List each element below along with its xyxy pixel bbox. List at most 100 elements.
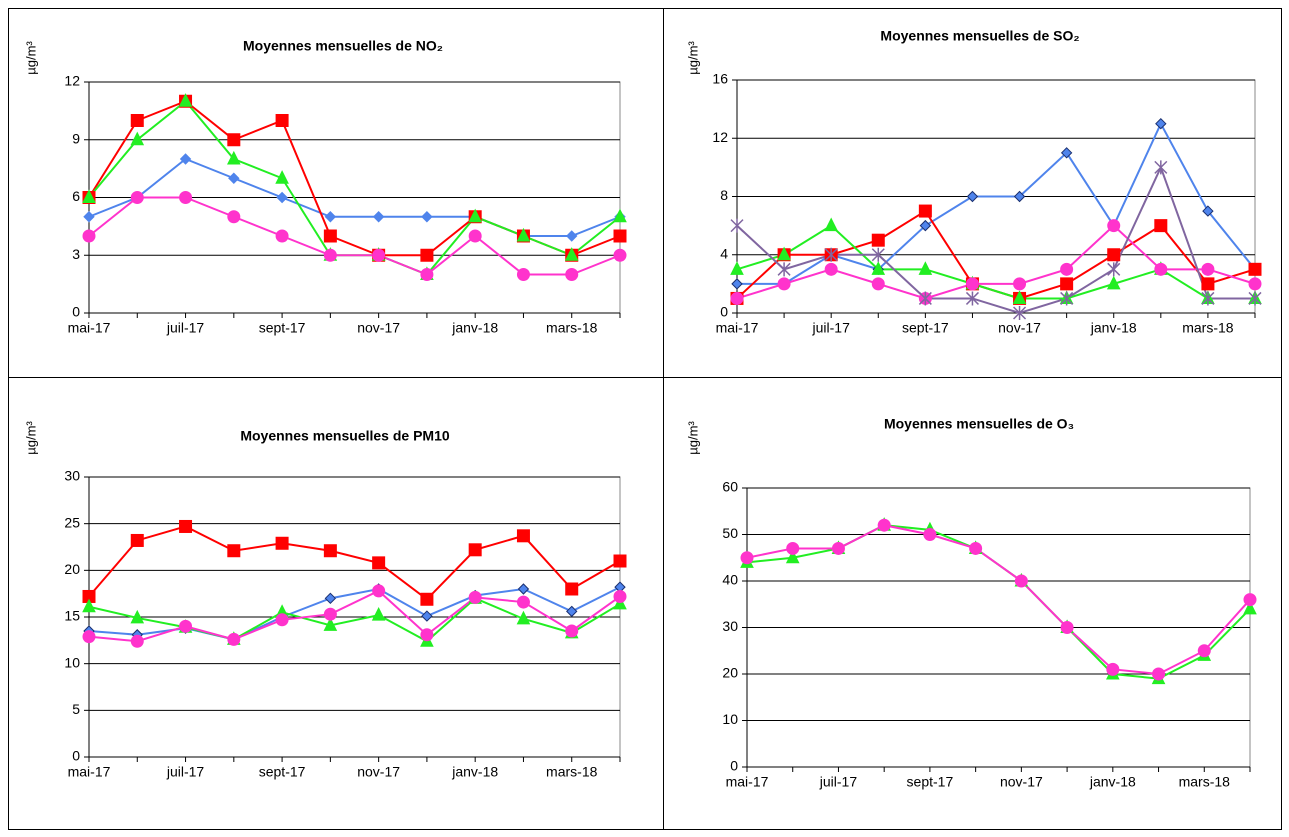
series-line (88, 196, 621, 276)
marker (1060, 262, 1074, 276)
marker (275, 613, 289, 627)
marker (420, 592, 434, 606)
y-tick-label: 12 (64, 73, 80, 89)
marker (420, 268, 434, 281)
marker (323, 544, 337, 558)
marker (130, 131, 145, 146)
marker (83, 211, 95, 223)
series-line (736, 224, 1256, 300)
x-tick-label: nov-17 (998, 320, 1041, 336)
marker (1201, 291, 1215, 306)
y-tick-label: 8 (720, 187, 728, 203)
marker (1243, 593, 1257, 607)
x-tick-label: mars-18 (1182, 320, 1234, 336)
marker (1013, 306, 1027, 320)
chart-title: Moyennes mensuelles de NO₂ (243, 38, 443, 54)
marker (1060, 621, 1074, 634)
marker (877, 518, 891, 532)
marker (228, 172, 240, 184)
marker (730, 218, 744, 233)
series-line (88, 597, 621, 643)
y-tick-label: 9 (72, 130, 80, 146)
marker (918, 204, 932, 218)
marker (871, 261, 886, 275)
marker (1106, 662, 1120, 676)
x-tick-label: sept-17 (907, 774, 954, 790)
marker (323, 248, 337, 262)
marker (871, 277, 885, 291)
marker (1248, 291, 1262, 306)
marker (517, 583, 530, 595)
marker (565, 582, 579, 596)
marker (420, 628, 434, 642)
marker (82, 630, 96, 644)
x-tick-label: mai-17 (716, 320, 759, 336)
marker (730, 261, 744, 275)
marker (324, 211, 337, 223)
marker (82, 229, 96, 243)
y-tick-label: 12 (712, 129, 728, 145)
series-line (88, 589, 621, 643)
marker (1243, 600, 1257, 615)
marker (613, 589, 627, 603)
series-line (88, 157, 621, 237)
marker (565, 624, 579, 638)
marker (566, 230, 578, 242)
x-tick-label: nov-17 (357, 764, 400, 780)
marker (919, 219, 932, 232)
marker (613, 248, 627, 262)
marker (1107, 262, 1121, 277)
y-tick-label: 30 (64, 468, 80, 484)
y-axis-label: µg/m³ (23, 41, 38, 75)
y-axis-label: µg/m³ (685, 421, 700, 455)
marker (227, 133, 241, 147)
marker (516, 268, 530, 281)
x-tick-label: juil-17 (819, 774, 858, 790)
chart-title: Moyennes mensuelles de SO₂ (880, 28, 1079, 44)
marker (1154, 219, 1168, 233)
marker (777, 262, 791, 277)
marker (966, 190, 979, 203)
marker (785, 549, 800, 564)
marker (275, 229, 289, 243)
marker (1013, 277, 1027, 291)
marker (871, 233, 885, 247)
marker (1154, 160, 1168, 175)
marker (965, 291, 979, 306)
marker (1154, 262, 1168, 276)
x-tick-label: sept-17 (259, 320, 306, 336)
marker (1155, 117, 1167, 130)
marker (275, 170, 289, 184)
marker (468, 543, 482, 557)
marker (731, 278, 743, 290)
marker (468, 590, 482, 604)
marker (420, 248, 434, 262)
marker (1107, 248, 1121, 262)
y-tick-label: 6 (72, 188, 80, 204)
marker (516, 595, 530, 609)
marker (276, 191, 288, 204)
x-tick-label: sept-17 (902, 320, 949, 336)
x-tick-label: mars-18 (1179, 774, 1231, 790)
marker (564, 247, 579, 261)
y-tick-label: 0 (72, 304, 80, 320)
page-border (8, 8, 1282, 830)
marker (566, 605, 578, 618)
marker (227, 150, 241, 165)
x-tick-label: mai-17 (726, 774, 769, 790)
marker (565, 268, 579, 281)
marker (372, 248, 386, 262)
marker (613, 208, 627, 223)
marker (372, 211, 385, 223)
marker (777, 246, 791, 261)
marker (1013, 190, 1026, 203)
y-axis-label: µg/m³ (23, 421, 38, 455)
marker (372, 584, 386, 598)
y-tick-label: 20 (64, 561, 80, 577)
y-tick-label: 15 (64, 608, 80, 624)
marker (82, 189, 96, 203)
x-tick-label: nov-17 (357, 320, 400, 336)
y-tick-label: 50 (722, 525, 738, 541)
x-tick-label: mars-18 (546, 764, 598, 780)
marker (421, 610, 433, 622)
